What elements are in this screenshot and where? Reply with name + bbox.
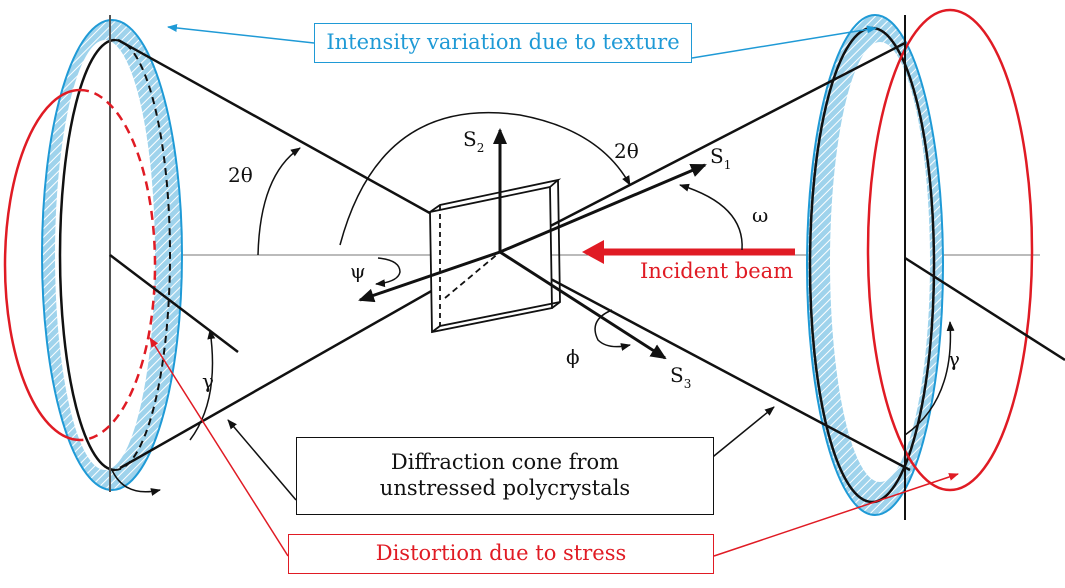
right-ring-inner-cutout (830, 42, 930, 482)
stress-leader-right (713, 473, 959, 557)
s2-letter: S (463, 127, 477, 151)
right-gamma-radius (904, 256, 1065, 362)
texture-callout: Intensity variation due to texture (314, 23, 692, 63)
sample-hidden-diagonal (444, 251, 501, 299)
s1-label: S1 (710, 144, 731, 172)
incident-beam-arrowhead (582, 240, 604, 264)
s3-axis (499, 250, 667, 360)
left-gamma-label: γ (202, 369, 214, 393)
texture-callout-text: Intensity variation due to texture (326, 30, 680, 54)
cone-callout-line1: Diffraction cone from (390, 450, 620, 474)
omega-arc (679, 183, 743, 251)
psi-rotation-arc (375, 257, 401, 288)
s3-label: S3 (670, 363, 691, 391)
right-stress-ellipse (866, 8, 1034, 492)
psi-axis (358, 250, 501, 303)
right-gamma-arc (904, 321, 955, 436)
top-two-theta-arc (339, 111, 631, 246)
left-stress-ellipse-solid (3, 88, 81, 442)
texture-leader-left (167, 24, 315, 44)
stress-callout: Distortion due to stress (288, 534, 714, 574)
left-ring (3, 15, 183, 492)
left-ring-front (58, 38, 116, 472)
texture-leaders (167, 24, 877, 59)
s2-subscript: 2 (477, 141, 485, 155)
incident-beam-label: Incident beam (640, 259, 793, 283)
s1-subscript: 1 (724, 158, 732, 172)
stress-leaders (149, 337, 959, 557)
left-gamma-radius (109, 254, 239, 353)
left-two-theta-label: 2θ (228, 163, 253, 187)
top-two-theta-label: 2θ (614, 139, 639, 163)
stress-leader-left (149, 337, 289, 557)
left-ring-inner-cutout (55, 40, 155, 470)
omega-label: ω (752, 203, 768, 227)
sample-front-face (429, 185, 553, 334)
cone-callout: Diffraction cone from unstressed polycry… (296, 437, 714, 515)
left-two-theta-arc (257, 147, 301, 256)
right-cone-top-line (499, 41, 906, 254)
left-cone-bottom-arc (111, 469, 161, 496)
sample-axes (358, 128, 707, 360)
s3-letter: S (670, 363, 684, 387)
psi-label: ψ (350, 259, 366, 283)
right-gamma-label: γ (948, 347, 960, 371)
left-ring-back-dashed (114, 39, 171, 471)
texture-leader-right (691, 25, 877, 59)
cone-leader-left (227, 419, 297, 501)
s1-axis (499, 163, 707, 254)
sample-block (429, 178, 562, 334)
s2-label: S2 (463, 127, 484, 155)
cone-callout-line2: unstressed polycrystals (379, 476, 631, 500)
s3-subscript: 3 (684, 377, 692, 391)
left-stress-ellipse-dashed (79, 88, 157, 442)
phi-rotation-arc (594, 309, 631, 351)
left-gamma-arc (189, 329, 216, 441)
stress-callout-text: Distortion due to stress (375, 541, 627, 565)
angle-arcs (111, 111, 955, 496)
phi-label: ϕ (566, 345, 580, 369)
right-ring (806, 8, 1034, 520)
right-cone-bottom-line (499, 250, 911, 472)
s1-letter: S (710, 144, 724, 168)
